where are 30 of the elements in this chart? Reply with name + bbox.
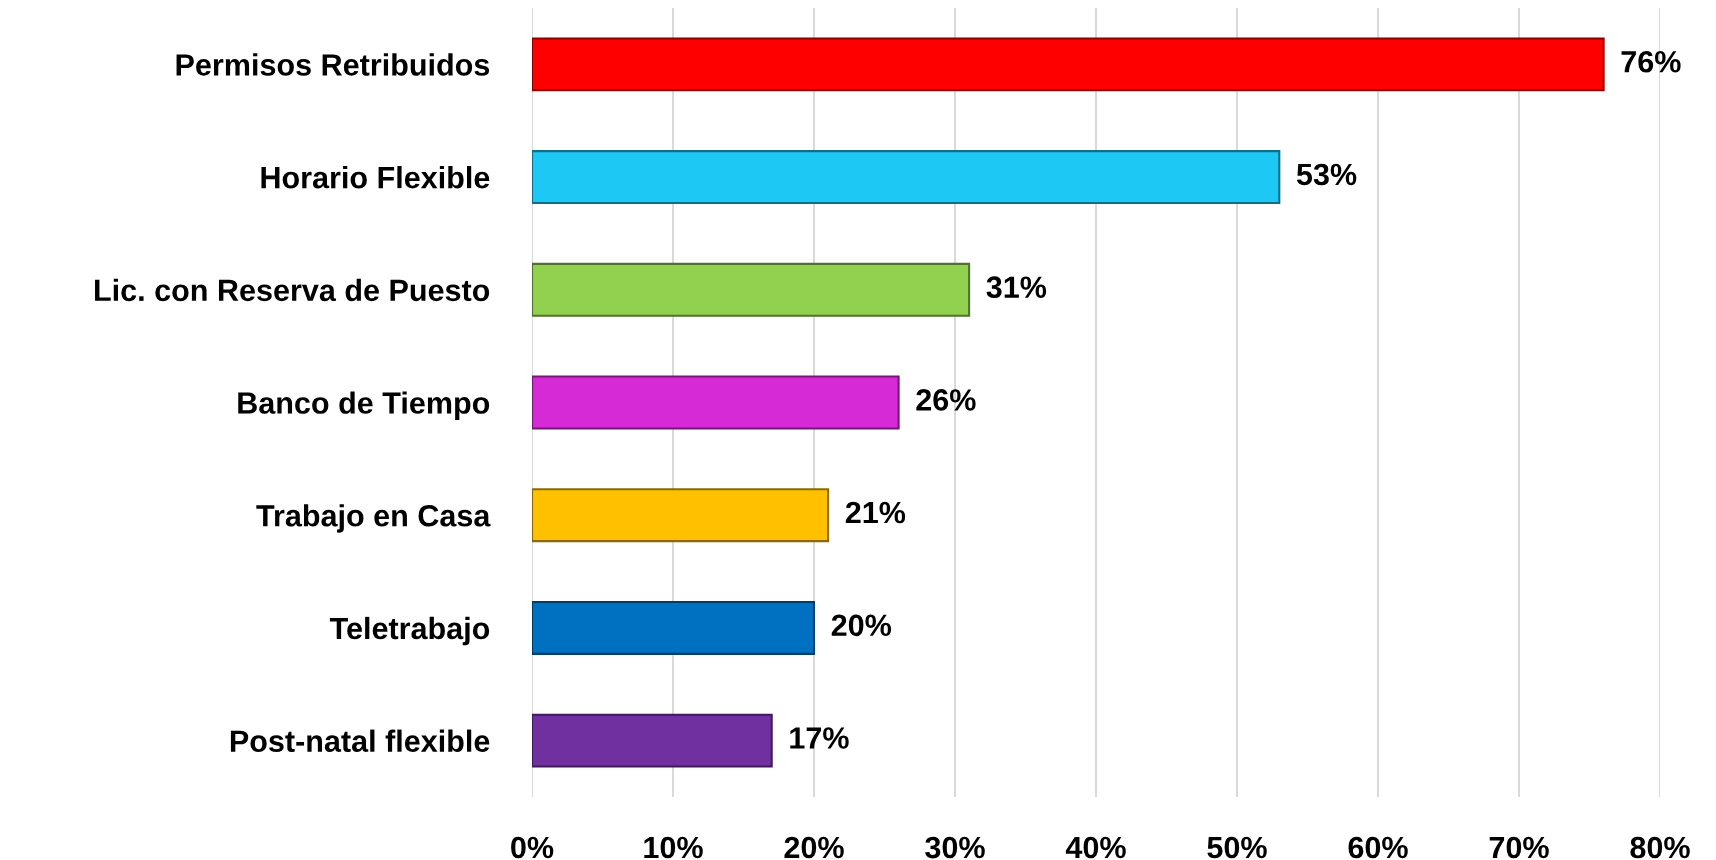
bar — [532, 713, 773, 768]
y-tick-label: Lic. con Reserva de Puesto — [95, 278, 490, 302]
bar — [532, 375, 900, 430]
data-label: 17% — [790, 727, 849, 749]
y-tick-label: Horario Flexible — [261, 166, 490, 189]
data-label: 76% — [1621, 50, 1681, 73]
bar — [532, 150, 1281, 205]
bar — [532, 600, 816, 655]
x-tick-label: 0% — [511, 836, 554, 859]
x-tick-label: 60% — [1348, 836, 1408, 859]
x-tick-label: 10% — [644, 836, 703, 859]
x-tick-label: 50% — [1207, 836, 1267, 859]
y-tick-label: Banco de Tiempo — [238, 391, 490, 420]
y-tick-label: Post-natal flexible — [230, 729, 490, 753]
x-tick-label: 20% — [784, 836, 844, 859]
data-label: 31% — [986, 276, 1047, 299]
y-tick-label: Teletrabajo — [329, 616, 490, 646]
data-label: 26% — [916, 389, 976, 411]
y-tick-label: Permisos Retribuidos — [176, 53, 490, 76]
data-label: 21% — [845, 501, 906, 524]
bar — [532, 37, 1605, 92]
bar — [532, 488, 830, 543]
x-tick-label: 70% — [1489, 836, 1549, 859]
x-tick-label: 30% — [925, 836, 985, 859]
bar — [532, 262, 971, 317]
x-tick-label: 40% — [1065, 836, 1126, 859]
y-tick-label: Trabajo en Casa — [256, 504, 491, 533]
data-label: 20% — [831, 614, 892, 637]
data-label: 53% — [1296, 163, 1357, 186]
x-tick-label: 80% — [1630, 836, 1690, 859]
